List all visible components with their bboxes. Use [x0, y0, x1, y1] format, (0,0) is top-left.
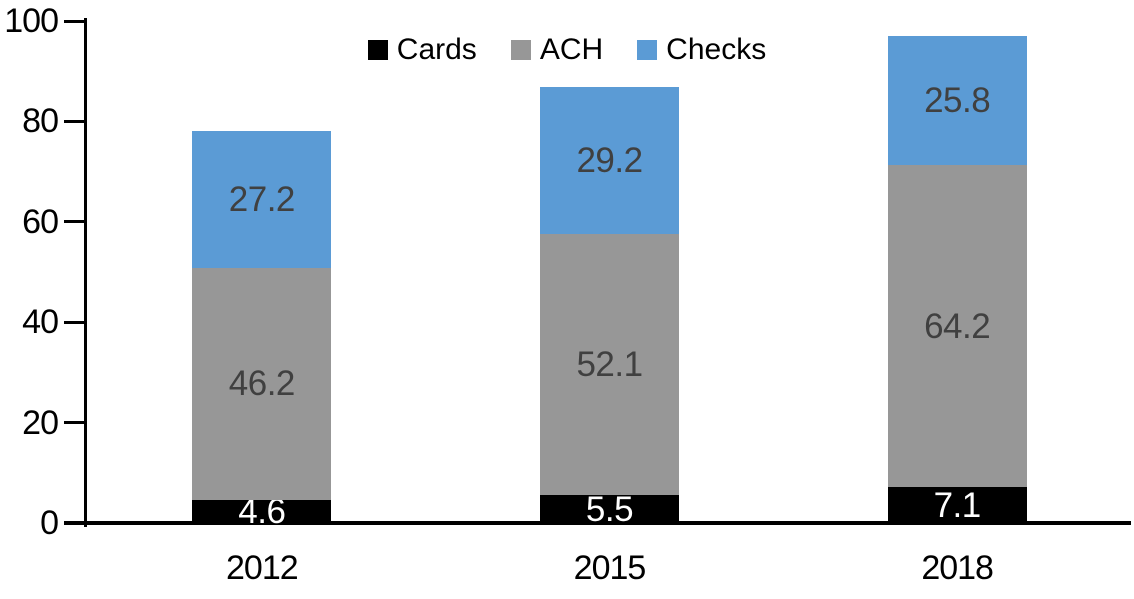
legend-swatch-ach-icon — [510, 40, 531, 60]
bar-value-label-ach-2012: 46.2 — [228, 364, 296, 404]
y-axis-tick — [64, 220, 85, 224]
y-axis-tick — [64, 421, 85, 425]
bar-segment-checks-2018: 25.8 — [887, 35, 1027, 166]
x-axis-category-label: 2018 — [921, 549, 994, 587]
legend-label-checks: Checks — [666, 33, 767, 66]
bar-segment-cards-2015: 5.5 — [540, 492, 679, 527]
y-axis-tick-label: 0 — [40, 504, 59, 542]
x-axis-category-label: 2015 — [573, 549, 647, 587]
y-axis-tick-label: 60 — [22, 202, 59, 241]
y-axis-tick — [64, 320, 85, 324]
bar-segment-ach-2015: 52.1 — [540, 233, 679, 496]
bar-segment-ach-2018: 64.2 — [887, 165, 1027, 488]
legend-label-ach: ACH — [539, 33, 604, 66]
y-axis-tick-label: 40 — [22, 303, 59, 342]
bar-value-label-cards-2018: 7.1 — [933, 485, 982, 525]
legend-item-cards: Cards — [367, 33, 477, 66]
legend-item-ach: ACH — [510, 33, 604, 66]
bar-segment-cards-2012: 4.6 — [192, 494, 332, 529]
bar-segment-ach-2012: 46.2 — [192, 267, 332, 500]
bar-value-label-ach-2018: 64.2 — [924, 306, 991, 346]
y-axis-tick-label: 20 — [22, 403, 59, 442]
bar-value-label-checks-2015: 29.2 — [576, 141, 643, 181]
legend-item-checks: Checks — [637, 35, 766, 65]
y-axis-tick-label: 100 — [4, 2, 59, 40]
bar-value-label-checks-2012: 27.2 — [228, 180, 296, 220]
x-axis-line — [64, 521, 1131, 525]
y-axis-tick — [64, 119, 85, 123]
legend-label-cards: Cards — [396, 33, 477, 66]
chart-legend: Cards ACH Checks — [0, 33, 1134, 67]
bar-value-label-cards-2015: 5.5 — [585, 489, 634, 529]
y-axis-tick-label: 80 — [22, 102, 59, 141]
bar-segment-checks-2012: 27.2 — [192, 131, 332, 268]
bar-segment-checks-2015: 29.2 — [540, 87, 679, 234]
bar-value-label-ach-2015: 52.1 — [576, 345, 643, 385]
bar-value-label-checks-2018: 25.8 — [924, 80, 991, 120]
bar-segment-cards-2018: 7.1 — [887, 485, 1027, 525]
y-axis-tick — [64, 19, 85, 23]
x-axis-category-label: 2012 — [226, 549, 299, 587]
legend-swatch-checks-icon — [637, 40, 658, 60]
legend-swatch-cards-icon — [367, 40, 388, 60]
y-axis-line — [84, 18, 87, 527]
